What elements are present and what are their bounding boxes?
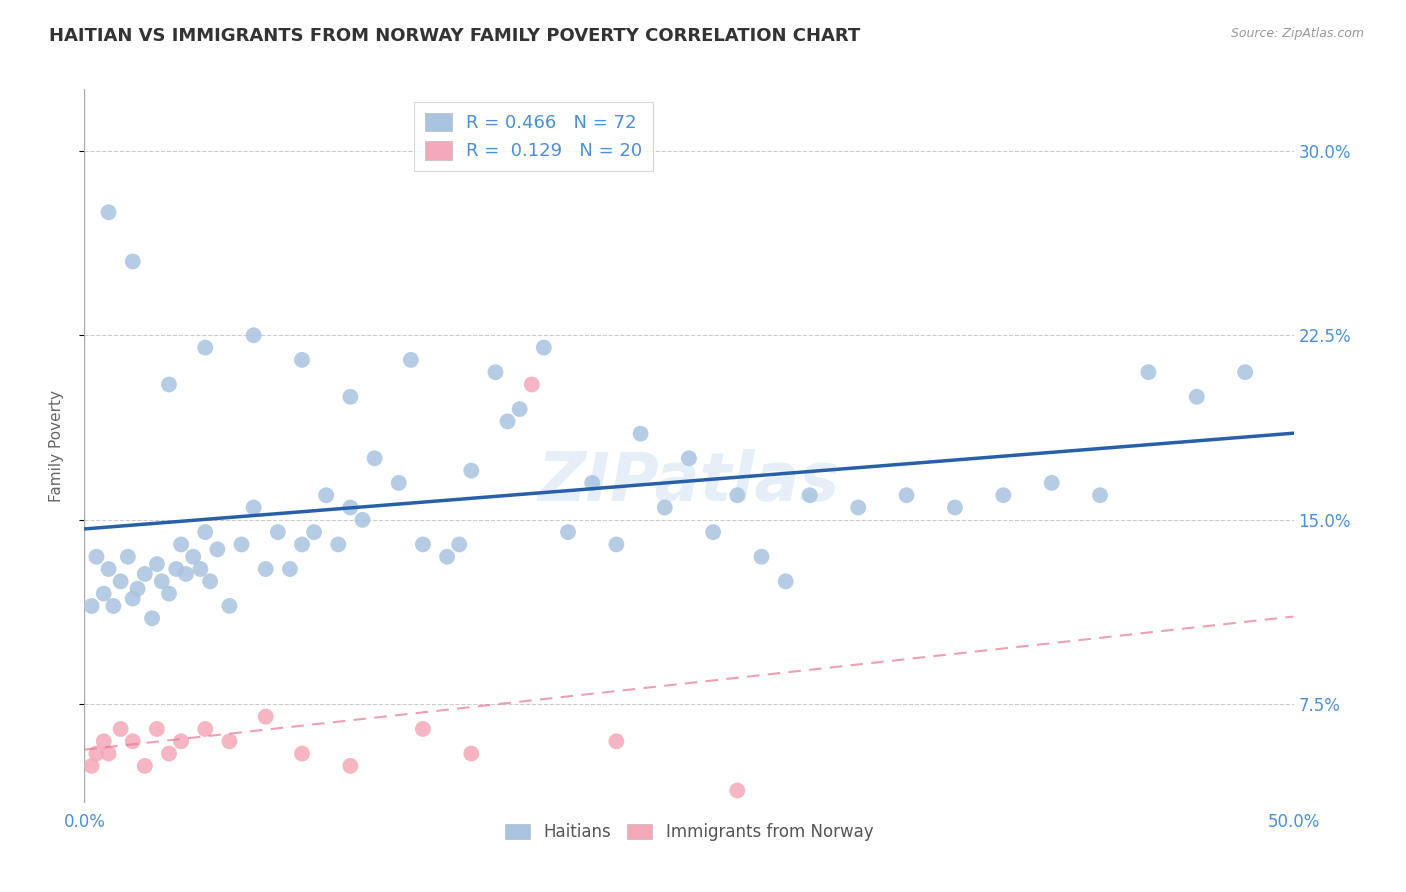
Point [654, 500, 676, 515]
Point [86, 747, 108, 761]
Point [170, 537, 193, 551]
Point [278, 562, 301, 576]
Point [127, 582, 149, 596]
Point [141, 611, 163, 625]
Point [509, 402, 531, 417]
Point [1137, 365, 1160, 379]
Point [460, 464, 482, 478]
Point [194, 341, 217, 355]
Point [291, 352, 314, 367]
Point [751, 549, 773, 564]
Point [80, 759, 103, 773]
Point [896, 488, 918, 502]
Point [157, 377, 180, 392]
Point [231, 537, 253, 551]
Point [484, 365, 506, 379]
Point [725, 783, 748, 797]
Point [97, 205, 120, 219]
Point [121, 591, 143, 606]
Point [581, 475, 603, 490]
Point [352, 513, 374, 527]
Point [97, 562, 120, 576]
Point [103, 599, 125, 613]
Point [93, 587, 115, 601]
Point [150, 574, 173, 589]
Point [533, 341, 555, 355]
Point [165, 562, 187, 576]
Point [339, 759, 361, 773]
Point [157, 587, 180, 601]
Point [134, 566, 156, 581]
Point [388, 475, 411, 490]
Point [520, 377, 543, 392]
Point [291, 537, 314, 551]
Point [291, 747, 314, 761]
Point [943, 500, 966, 515]
Point [146, 557, 169, 571]
Point [605, 537, 627, 551]
Point [242, 500, 264, 515]
Point [328, 537, 350, 551]
Point [702, 525, 724, 540]
Point [198, 574, 221, 589]
Point [242, 328, 264, 343]
Point [218, 599, 240, 613]
Point [190, 562, 212, 576]
Point [218, 734, 240, 748]
Point [174, 566, 197, 581]
Point [1040, 475, 1063, 490]
Text: ZIPatlas: ZIPatlas [538, 449, 839, 515]
Point [725, 488, 748, 502]
Y-axis label: Family Poverty: Family Poverty [49, 390, 63, 502]
Point [117, 549, 139, 564]
Point [496, 414, 519, 428]
Point [1185, 390, 1208, 404]
Point [363, 451, 385, 466]
Point [207, 542, 229, 557]
Point [97, 747, 120, 761]
Point [110, 574, 132, 589]
Text: Source: ZipAtlas.com: Source: ZipAtlas.com [1230, 27, 1364, 40]
Point [146, 722, 169, 736]
Point [254, 709, 277, 723]
Point [134, 759, 156, 773]
Point [449, 537, 471, 551]
Point [436, 549, 458, 564]
Point [557, 525, 579, 540]
Text: HAITIAN VS IMMIGRANTS FROM NORWAY FAMILY POVERTY CORRELATION CHART: HAITIAN VS IMMIGRANTS FROM NORWAY FAMILY… [49, 27, 860, 45]
Point [993, 488, 1015, 502]
Point [412, 722, 434, 736]
Point [846, 500, 869, 515]
Point [86, 549, 108, 564]
Point [254, 562, 277, 576]
Point [267, 525, 290, 540]
Point [605, 734, 627, 748]
Point [315, 488, 337, 502]
Point [339, 390, 361, 404]
Point [399, 352, 422, 367]
Point [460, 747, 482, 761]
Point [775, 574, 797, 589]
Point [194, 525, 217, 540]
Point [799, 488, 821, 502]
Point [110, 722, 132, 736]
Point [412, 537, 434, 551]
Point [181, 549, 204, 564]
Point [1088, 488, 1111, 502]
Point [630, 426, 652, 441]
Point [302, 525, 325, 540]
Point [121, 254, 143, 268]
Point [80, 599, 103, 613]
Point [93, 734, 115, 748]
Point [1234, 365, 1257, 379]
Point [157, 747, 180, 761]
Point [170, 734, 193, 748]
Legend: Haitians, Immigrants from Norway: Haitians, Immigrants from Norway [498, 817, 880, 848]
Point [194, 722, 217, 736]
Point [339, 500, 361, 515]
Point [121, 734, 143, 748]
Point [678, 451, 700, 466]
